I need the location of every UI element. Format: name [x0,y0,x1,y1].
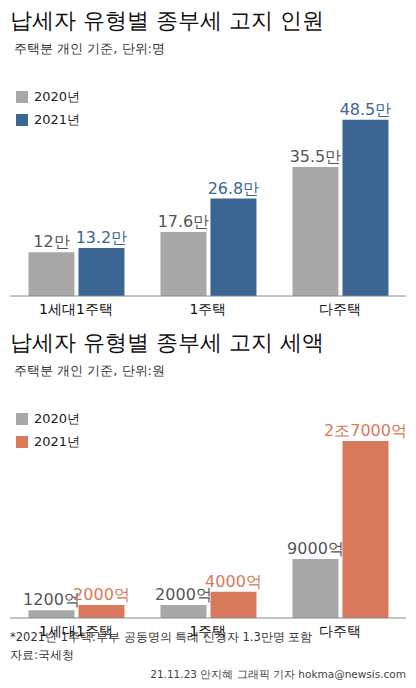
html-text:21.11.23 안지혜 그래픽 기자 hokma@news: 21.11.23 안지혜 그래픽 기자 hokma@newsis.com [150,668,406,680]
svg-text:다주택: 다주택 [319,301,361,317]
html-text:납세자 유형별 종부세 고지 세액: 납세자 유형별 종부세 고지 세액 [10,330,324,355]
svg-text:1200억: 1200억 [23,590,80,609]
html-text:자료:국세청: 자료:국세청 [10,648,74,662]
svg-text:48.5만: 48.5만 [340,100,392,119]
svg-text:13.2만: 13.2만 [76,228,128,247]
svg-text:12만: 12만 [33,232,69,251]
svg-text:2000억: 2000억 [155,585,212,604]
svg-text:9000억: 9000억 [287,539,344,558]
svg-text:1주택: 1주택 [190,301,227,317]
html-text:2020년: 2020년 [34,411,81,426]
html-text:주택분 개인 기준, 단위:원: 주택분 개인 기준, 단위:원 [14,363,165,378]
html-text:납세자 유형별 종부세 고지 인원: 납세자 유형별 종부세 고지 인원 [10,8,324,33]
svg-text:다주택: 다주택 [319,623,361,639]
html-text:주택분 개인 기준, 단위:명: 주택분 개인 기준, 단위:명 [14,41,165,56]
svg-text:35.5만: 35.5만 [290,147,342,166]
html-text:2020년: 2020년 [34,89,81,104]
svg-text:26.8만: 26.8만 [208,179,260,198]
svg-text:17.6만: 17.6만 [158,212,210,231]
html-text:2021년: 2021년 [34,112,81,127]
html-text:2021년: 2021년 [34,434,81,449]
svg-text:4000억: 4000억 [205,572,262,591]
svg-text:1세대1주택: 1세대1주택 [39,301,113,317]
html-text:*2021년 1주택:부부 공동명의 특례 신청자 1.3만: *2021년 1주택:부부 공동명의 특례 신청자 1.3만명 포함 [10,630,313,644]
svg-text:2000억: 2000억 [73,585,130,604]
svg-text:2조7000억: 2조7000억 [324,421,407,440]
